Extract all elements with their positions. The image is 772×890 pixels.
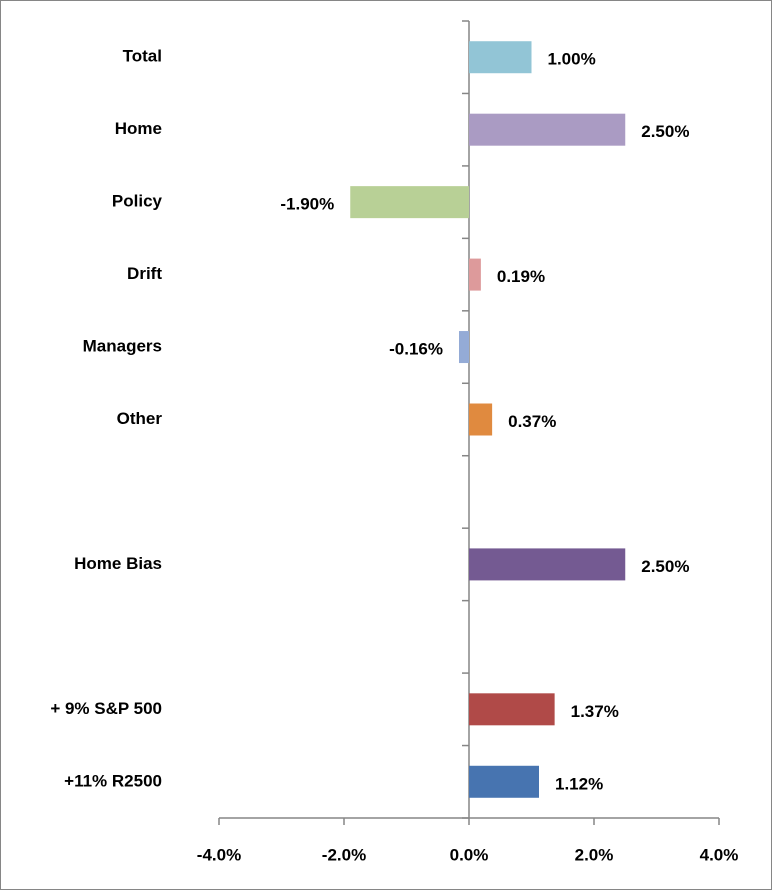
bar bbox=[469, 258, 481, 291]
bar bbox=[459, 331, 469, 364]
value-label: 0.37% bbox=[508, 412, 556, 431]
category-label: Total bbox=[123, 47, 162, 66]
category-label: + 9% S&P 500 bbox=[50, 699, 162, 718]
value-label: 2.50% bbox=[641, 122, 689, 141]
category-label: Home Bias bbox=[74, 554, 162, 573]
category-label: Other bbox=[117, 409, 163, 428]
bar bbox=[350, 186, 469, 219]
category-label: Home bbox=[115, 119, 162, 138]
bar bbox=[469, 548, 626, 581]
bar bbox=[469, 41, 532, 74]
value-label: 1.37% bbox=[571, 702, 619, 721]
value-label: -1.90% bbox=[280, 195, 334, 214]
value-label: 1.12% bbox=[555, 774, 603, 793]
category-label: Policy bbox=[112, 192, 163, 211]
bar bbox=[469, 765, 539, 798]
category-label: +11% R2500 bbox=[64, 771, 162, 790]
value-label: -0.16% bbox=[389, 340, 443, 359]
bar bbox=[469, 113, 626, 146]
x-tick-label: -2.0% bbox=[322, 845, 366, 864]
bar bbox=[469, 403, 493, 436]
bar bbox=[469, 693, 555, 726]
value-label: 2.50% bbox=[641, 557, 689, 576]
category-label: Managers bbox=[83, 337, 162, 356]
value-label: 1.00% bbox=[548, 50, 596, 69]
x-tick-label: 4.0% bbox=[700, 845, 739, 864]
x-tick-label: 0.0% bbox=[450, 845, 489, 864]
category-label: Drift bbox=[127, 264, 162, 283]
value-label: 0.19% bbox=[497, 267, 545, 286]
x-tick-label: 2.0% bbox=[575, 845, 614, 864]
x-tick-label: -4.0% bbox=[197, 845, 241, 864]
